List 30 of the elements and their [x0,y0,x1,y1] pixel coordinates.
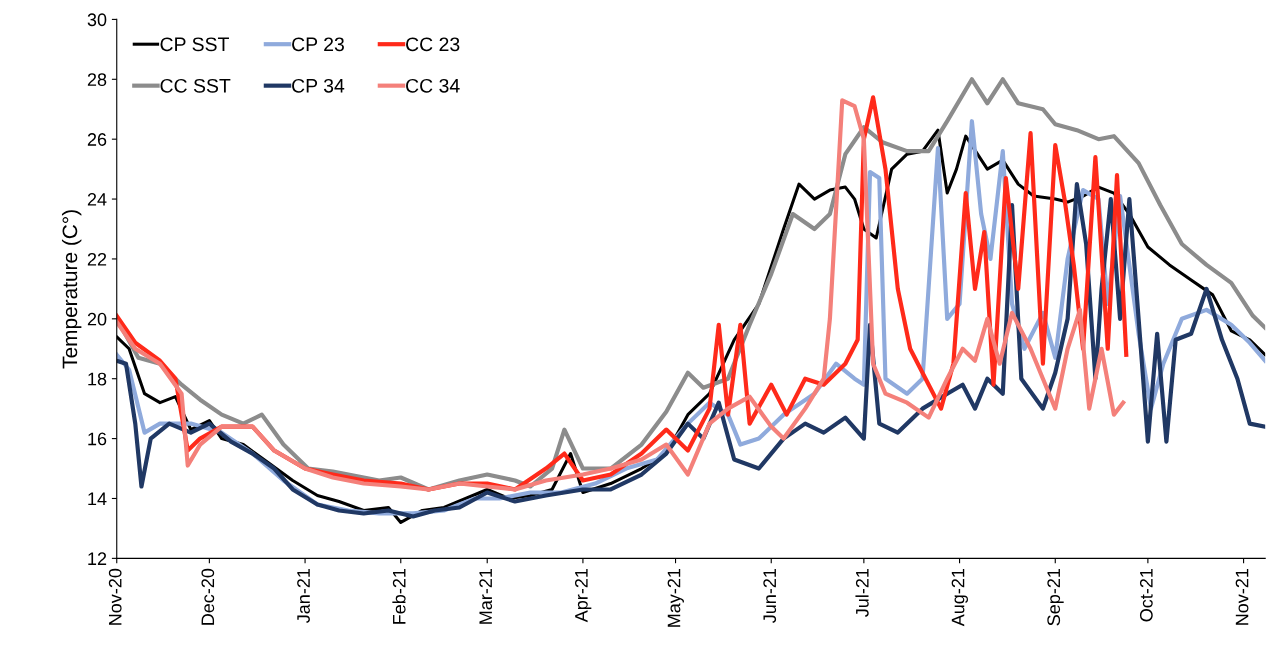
x-tick-label: Jan-21 [297,568,310,623]
x-tick-label: Jun-21 [763,568,777,623]
y-axis-title: Temperature (C°) [61,210,82,369]
x-tick-label: Feb-21 [392,568,406,624]
legend-label: CP 34 [292,78,345,93]
x-tick-label: Jul-21 [855,568,869,617]
y-tick-label: 18 [88,372,107,386]
y-tick-label: 14 [88,492,107,506]
legend-label: CC 23 [406,37,460,52]
y-tick-label: 16 [88,432,107,446]
x-tick-label: Mar-21 [479,568,493,624]
y-tick-label: 26 [87,133,107,146]
y-tick-label: 22 [87,252,107,266]
x-tick-label: Nov-20 [108,568,122,625]
x-tick-label: Aug-21 [951,568,968,627]
legend-label: CC SST [160,78,231,93]
x-tick-label: May-21 [667,568,684,627]
x-tick-label: Oct-21 [1139,568,1153,622]
legend-label: CP 23 [292,37,344,52]
y-tick-label: 12 [88,552,107,565]
legend-label: CC 34 [406,78,460,93]
x-tick-label: Sep-21 [1047,568,1064,626]
x-tick-label: Apr-21 [574,568,592,623]
y-tick-label: 24 [87,192,107,206]
y-tick-label: 28 [87,73,107,87]
x-tick-label: Nov-21 [1235,568,1249,625]
x-tick-label: Dec-20 [201,568,215,625]
legend-label: CP SST [160,37,229,52]
y-tick-label: 30 [87,13,107,27]
y-tick-label: 20 [87,312,107,326]
